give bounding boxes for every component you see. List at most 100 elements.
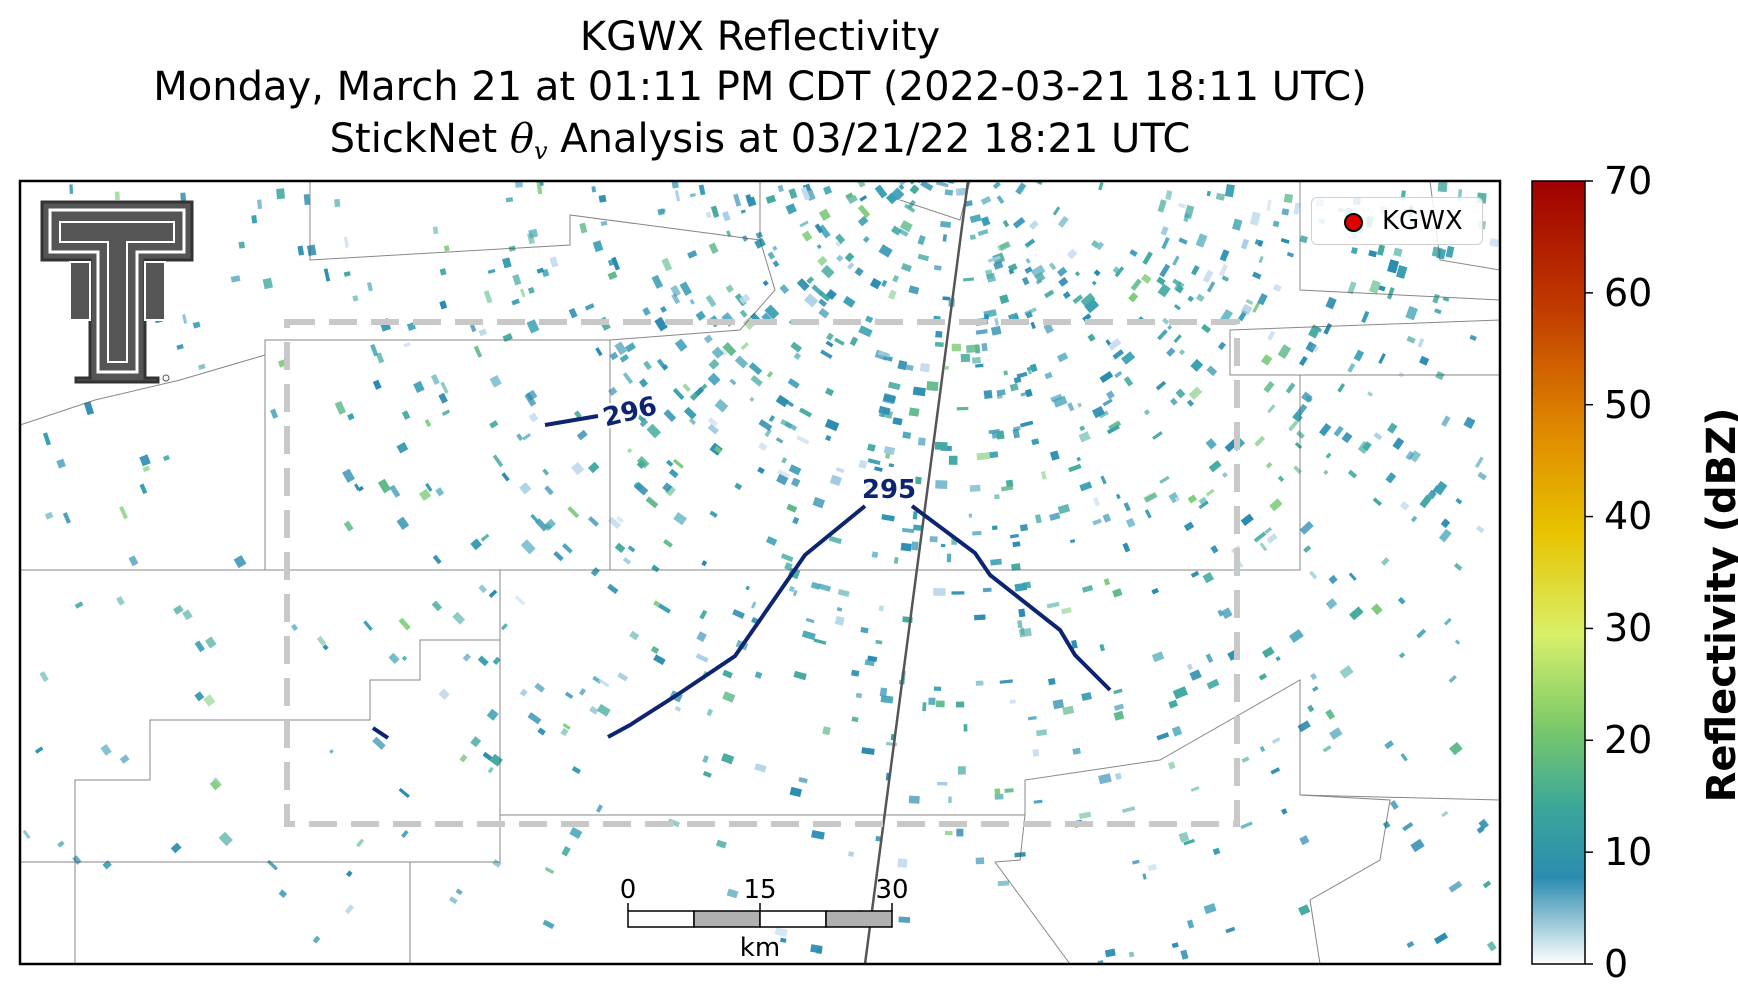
reflectivity-gate: [1270, 767, 1281, 775]
reflectivity-gate: [826, 332, 834, 341]
reflectivity-gate: [992, 181, 1001, 190]
reflectivity-gate: [934, 341, 944, 348]
reflectivity-gate: [519, 288, 526, 298]
reflectivity-gate: [470, 736, 482, 748]
reflectivity-gate: [758, 419, 773, 432]
reflectivity-gate: [664, 484, 676, 497]
reflectivity-gate: [1254, 435, 1266, 447]
reflectivity-gate: [817, 583, 832, 592]
reflectivity-gate: [940, 221, 952, 228]
reflectivity-gate: [887, 289, 897, 300]
map-frame: [18, 179, 1502, 966]
reflectivity-gate: [480, 533, 490, 542]
reflectivity-gate: [818, 224, 831, 239]
reflectivity-gate: [1058, 277, 1069, 287]
reflectivity-gate: [862, 236, 870, 243]
reflectivity-gate: [886, 192, 898, 205]
reflectivity-gate: [1400, 753, 1408, 762]
reflectivity-gate: [847, 262, 855, 270]
reflectivity-gate: [1455, 498, 1463, 505]
reflectivity-gate: [657, 208, 665, 216]
reflectivity-gate: [343, 520, 354, 532]
reflectivity-gate: [1252, 271, 1262, 280]
reflectivity-gate: [643, 360, 653, 371]
reflectivity-gate: [1266, 199, 1272, 212]
reflectivity-gate: [482, 751, 493, 761]
reflectivity-gate: [787, 378, 800, 389]
reflectivity-gate: [1205, 488, 1215, 497]
reflectivity-gate: [329, 749, 334, 754]
reflectivity-gate: [1281, 808, 1288, 815]
reflectivity-gate: [739, 309, 748, 318]
reflectivity-gate: [989, 451, 999, 459]
reflectivity-gate: [489, 420, 499, 429]
reflectivity-gate: [1353, 349, 1365, 362]
reflectivity-gate: [290, 623, 299, 632]
reflectivity-gate: [487, 766, 494, 774]
reflectivity-gate: [1206, 281, 1216, 293]
reflectivity-gate: [182, 314, 188, 324]
reflectivity-gate: [57, 840, 65, 848]
reflectivity-gate: [948, 796, 952, 804]
reflectivity-gate: [598, 678, 610, 688]
reflectivity-gate: [722, 691, 736, 703]
reflectivity-gate: [1396, 265, 1408, 279]
reflectivity-gate: [1026, 367, 1032, 375]
reflectivity-gate: [1029, 363, 1038, 373]
reflectivity-gate: [1175, 388, 1186, 399]
reflectivity-gate: [1105, 339, 1111, 346]
reflectivity-gate: [611, 256, 620, 271]
reflectivity-gate: [860, 626, 869, 634]
reflectivity-gate: [748, 362, 763, 376]
reflectivity-gate: [663, 539, 673, 548]
reflectivity-gate: [1072, 294, 1084, 304]
reflectivity-gate: [568, 308, 578, 319]
colorbar-label: Reflectivity (dBZ): [1699, 407, 1738, 803]
reflectivity-gate: [342, 468, 355, 483]
reflectivity-gate: [799, 220, 809, 228]
reflectivity-gate: [793, 670, 807, 681]
reflectivity-gate: [462, 653, 472, 662]
reflectivity-gate: [751, 601, 757, 609]
reflectivity-gate: [1115, 493, 1121, 500]
reflectivity-gate: [887, 381, 901, 391]
reflectivity-gate: [1074, 271, 1080, 277]
reflectivity-gate: [1151, 651, 1165, 663]
scale-segment: [759, 910, 827, 928]
reflectivity-gate: [119, 505, 128, 520]
reflectivity-gate: [749, 396, 755, 402]
reflectivity-gate: [810, 581, 821, 590]
reflectivity-gate: [567, 506, 580, 519]
reflectivity-gate: [776, 473, 789, 486]
reflectivity-gate: [897, 360, 908, 371]
reflectivity-gate: [882, 393, 896, 405]
reflectivity-gate: [653, 654, 666, 665]
reflectivity-gate: [898, 184, 905, 191]
reflectivity-gate: [1212, 847, 1221, 856]
reflectivity-gate: [1078, 431, 1091, 443]
theta-subscript: v: [534, 137, 548, 165]
reflectivity-gate: [810, 944, 823, 954]
reflectivity-gate: [1130, 278, 1142, 291]
reflectivity-gate: [1043, 322, 1054, 334]
reflectivity-gate: [578, 688, 587, 696]
reflectivity-gate: [1329, 727, 1343, 740]
reflectivity-gate: [366, 281, 373, 292]
reflectivity-gate: [629, 630, 640, 641]
legend: KGWX: [1311, 197, 1483, 245]
reflectivity-gate: [849, 336, 859, 347]
reflectivity-gate: [702, 771, 712, 778]
reflectivity-gate: [34, 746, 44, 754]
reflectivity-gate: [1218, 263, 1229, 277]
reflectivity-gate: [898, 916, 911, 923]
reflectivity-gate: [710, 205, 720, 218]
reflectivity-gate: [1174, 496, 1180, 502]
reflectivity-gate: [615, 515, 625, 524]
reflectivity-gate: [960, 353, 971, 363]
reflectivity-gate: [607, 271, 618, 280]
reflectivity-gate: [1034, 271, 1046, 283]
reflectivity-gate: [1307, 704, 1315, 713]
reflectivity-gate: [1198, 500, 1209, 509]
reflectivity-gate: [701, 560, 708, 567]
reflectivity-gate: [1305, 341, 1317, 353]
